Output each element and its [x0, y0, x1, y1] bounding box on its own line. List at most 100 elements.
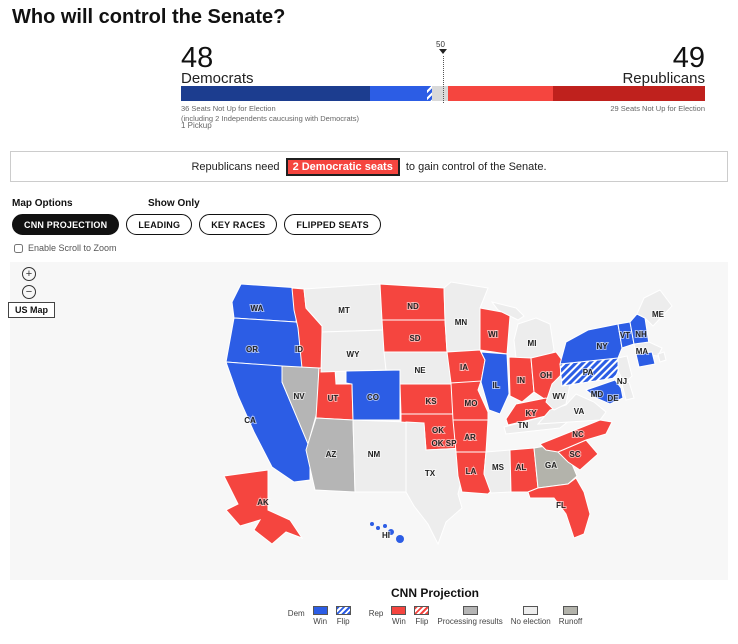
state-AK[interactable] — [223, 469, 304, 545]
legend-title: CNN Projection — [390, 586, 479, 600]
state-label-NM: NM — [368, 450, 381, 459]
state-HI[interactable] — [383, 524, 387, 528]
state-label-MA: MA — [636, 347, 649, 356]
state-label-PA: PA — [583, 368, 594, 377]
legend: Dem Win Flip Rep Win Flip Processing results No… — [66, 606, 738, 626]
legend-swatch-runoff — [562, 606, 578, 615]
state-DE[interactable] — [621, 381, 635, 401]
scroll-zoom-checkbox[interactable] — [14, 243, 23, 253]
legend-item-dem-win: Win — [312, 606, 328, 626]
state-RI[interactable] — [657, 351, 667, 363]
legend-swatch-dem-flip — [335, 606, 351, 615]
state-MS[interactable] — [483, 449, 512, 494]
show-only-label: Show Only — [148, 198, 200, 209]
state-MI_UP[interactable] — [490, 301, 525, 321]
state-AZ[interactable] — [305, 417, 356, 493]
control-banner: Republicans need 2 Democratic seats to g… — [10, 151, 728, 182]
legend-group-dem: Dem — [287, 609, 305, 618]
state-label-MS: MS — [492, 463, 505, 472]
state-label-CO: CO — [367, 393, 379, 402]
state-MD[interactable] — [584, 379, 624, 405]
filter-pill-key-races[interactable]: KEY RACES — [199, 214, 278, 235]
state-label-SD: SD — [409, 334, 420, 343]
state-NJ[interactable] — [617, 355, 633, 385]
banner-seats-badge: 2 Democratic seats — [285, 157, 400, 176]
state-label-ND: ND — [407, 302, 419, 311]
legend-label-rep-win: Win — [391, 617, 406, 626]
state-label-AZ: AZ — [326, 450, 337, 459]
state-WI[interactable] — [479, 307, 511, 355]
state-label-OR: OR — [246, 345, 258, 354]
state-HI[interactable] — [370, 522, 374, 526]
bar-segment-rep-win — [448, 86, 553, 101]
state-HI[interactable] — [396, 535, 404, 543]
map-options-label: Map Options — [12, 198, 73, 209]
map-zoom-in-button[interactable]: + — [22, 267, 36, 281]
legend-label-processing: Processing results — [437, 617, 503, 626]
us-map-view-button[interactable]: US Map — [8, 302, 56, 318]
state-label-KS: KS — [425, 397, 437, 406]
bar-segment-dem-win — [369, 86, 428, 101]
state-label-KY: KY — [525, 409, 537, 418]
filter-pill-leading[interactable]: LEADING — [126, 214, 193, 235]
state-label-DE: DE — [607, 394, 619, 403]
filter-pill-flipped-seats[interactable]: FLIPPED SEATS — [284, 214, 381, 235]
state-OR[interactable] — [225, 317, 308, 369]
state-CT[interactable] — [635, 351, 656, 368]
state-label-NC: NC — [572, 430, 584, 439]
rep-seat-count: 49 — [672, 42, 705, 74]
dem-holdover-note: 36 Seats Not Up for Election (including … — [181, 104, 360, 124]
legend-swatch-rep-win — [391, 606, 407, 615]
map-zoom-out-button[interactable]: − — [22, 285, 36, 299]
state-IN[interactable] — [508, 356, 535, 403]
bar-segment-rep-holdover — [553, 86, 705, 101]
scroll-zoom-label: Enable Scroll to Zoom — [28, 243, 117, 253]
state-IL[interactable] — [480, 351, 510, 415]
dem-seat-count: 48 — [181, 42, 214, 74]
state-NC[interactable] — [539, 419, 613, 453]
state-HI[interactable] — [388, 529, 394, 535]
legend-swatch-no-election — [523, 606, 539, 615]
state-label-OH: OH — [540, 371, 552, 380]
rep-party-label: Republicans — [622, 70, 705, 87]
state-label-FL: FL — [556, 501, 566, 510]
state-HI[interactable] — [376, 526, 380, 530]
balance-of-power-bar — [181, 86, 705, 101]
banner-prefix: Republicans need — [191, 160, 280, 173]
state-label-MN: MN — [455, 318, 468, 327]
state-label-UT: UT — [328, 394, 339, 403]
state-NH[interactable] — [629, 313, 650, 345]
filter-pill-cnn-projection[interactable]: CNN PROJECTION — [12, 214, 120, 235]
legend-group-rep: Rep — [368, 609, 384, 618]
state-label-IN: IN — [517, 376, 525, 385]
state-ME[interactable] — [636, 289, 673, 327]
legend-item-rep-flip: Flip — [414, 606, 430, 626]
state-MA[interactable] — [633, 341, 663, 357]
state-label-NY: NY — [596, 342, 608, 351]
state-label-AK: AK — [257, 498, 269, 507]
state-label-LA: LA — [466, 467, 477, 476]
legend-item-no-election: No election — [511, 606, 551, 626]
state-label-OK-SP: OK SP — [432, 439, 458, 448]
state-WA[interactable] — [231, 283, 301, 323]
state-label-NV: NV — [293, 392, 305, 401]
state-label-TX: TX — [425, 469, 436, 478]
rep-holdover-note: 29 Seats Not Up for Election — [610, 104, 705, 113]
state-label-MO: MO — [465, 399, 478, 408]
state-label-NH: NH — [635, 330, 647, 339]
legend-label-dem-win: Win — [313, 617, 328, 626]
page-title: Who will control the Senate? — [12, 6, 286, 28]
dem-pickup-note: 1 Pickup — [181, 121, 212, 130]
state-TX[interactable] — [405, 421, 471, 546]
state-label-ME: ME — [652, 310, 665, 319]
state-label-MI: MI — [528, 339, 537, 348]
state-label-TN: TN — [518, 421, 529, 430]
state-label-WA: WA — [251, 304, 264, 313]
state-label-NJ: NJ — [617, 377, 627, 386]
scroll-zoom-option: Enable Scroll to Zoom — [14, 243, 117, 253]
state-FL[interactable] — [527, 477, 591, 539]
state-NY[interactable] — [559, 323, 623, 365]
legend-label-rep-flip: Flip — [415, 617, 429, 626]
legend-swatch-rep-flip — [414, 606, 430, 615]
